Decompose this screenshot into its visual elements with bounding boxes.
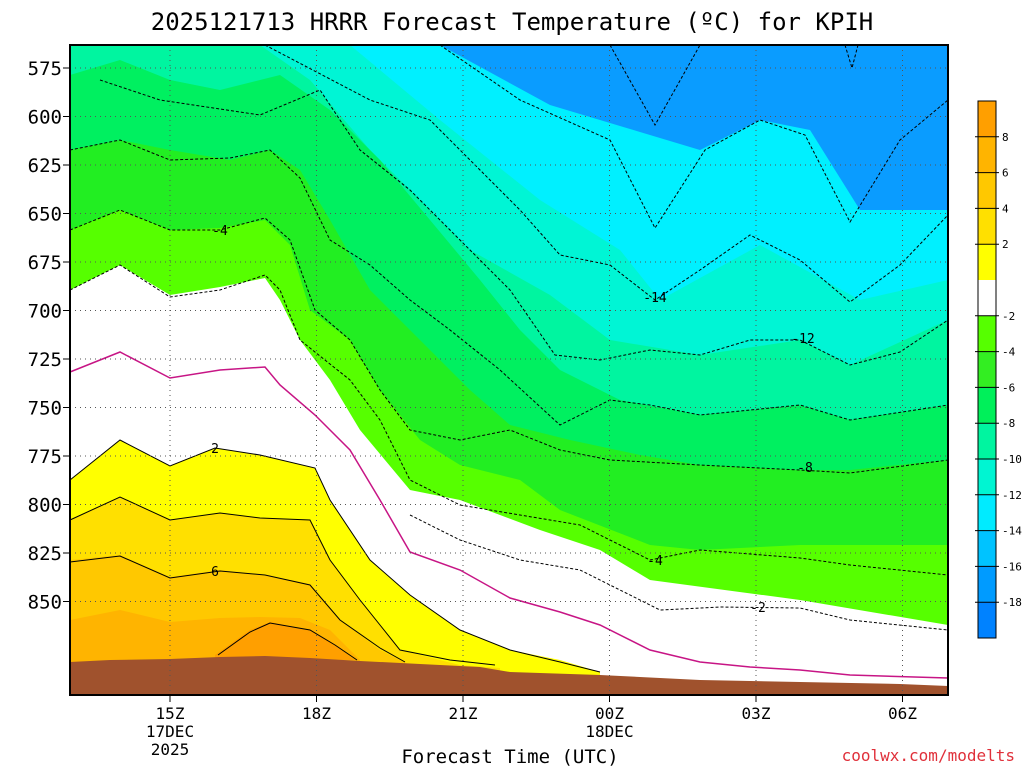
colorbar-swatch <box>978 244 996 280</box>
x-tick-date: 17DEC <box>146 722 194 741</box>
colorbar-swatch <box>978 423 996 459</box>
colorbar-swatch <box>978 101 996 137</box>
x-tick-label: 15Z <box>156 704 185 723</box>
y-axis: 575 600 625 650 675 700 725 750 775 800 825 850 <box>28 58 70 614</box>
x-tick-date: 18DEC <box>585 722 633 741</box>
contour-label: 6 <box>211 565 219 580</box>
colorbar-swatch <box>978 602 996 638</box>
contour-label: -4 <box>647 554 663 569</box>
colorbar-swatch <box>978 352 996 388</box>
y-tick-label: 625 <box>28 155 62 177</box>
colorbar-swatch <box>978 531 996 567</box>
colorbar-label: 8 <box>1002 131 1009 144</box>
x-tick-label: 06Z <box>888 704 917 723</box>
contour-label: -4 <box>212 224 228 239</box>
y-tick-label: 800 <box>28 495 62 517</box>
x-tick-label: 00Z <box>595 704 624 723</box>
colorbar-label: 6 <box>1002 167 1009 180</box>
colorbar-swatch <box>978 387 996 423</box>
y-tick-label: 750 <box>28 398 62 420</box>
colorbar-label: -8 <box>1002 417 1015 430</box>
y-tick-label: 775 <box>28 446 62 468</box>
colorbar-label: -2 <box>1002 310 1015 323</box>
colorbar-swatch <box>978 137 996 173</box>
colorbar-label: -12 <box>1002 489 1022 502</box>
y-tick-label: 700 <box>28 301 62 323</box>
y-tick-label: 725 <box>28 349 62 371</box>
y-tick-label: 600 <box>28 107 62 129</box>
colorbar-label: -14 <box>1002 525 1022 538</box>
y-tick-label: 650 <box>28 204 62 226</box>
x-tick-year: 2025 <box>151 740 190 759</box>
colorbar-label: -18 <box>1002 596 1022 609</box>
colorbar-swatch <box>978 208 996 244</box>
plot-area: -14 -12 -8 -4 -4 -2 2 6 <box>70 45 948 695</box>
x-tick-label: 21Z <box>449 704 478 723</box>
contour-label: -12 <box>791 332 814 347</box>
colorbar-swatch <box>978 316 996 352</box>
colorbar-swatch <box>978 459 996 495</box>
colorbar-swatch <box>978 280 996 316</box>
y-tick-label: 825 <box>28 543 62 565</box>
chart-title: 2025121713 HRRR Forecast Temperature (ºC… <box>151 8 873 36</box>
colorbar-swatch <box>978 173 996 209</box>
colorbar-label: -4 <box>1002 346 1016 359</box>
contour-label: -14 <box>643 291 667 306</box>
y-tick-label: 675 <box>28 252 62 274</box>
contour-label: -8 <box>797 461 813 476</box>
colorbar-swatch <box>978 495 996 531</box>
colorbar-label: -16 <box>1002 560 1022 573</box>
contour-label: 2 <box>211 442 219 457</box>
x-axis-label: Forecast Time (UTC) <box>401 746 618 768</box>
colorbar-swatch <box>978 566 996 602</box>
y-tick-label: 575 <box>28 58 62 80</box>
colorbar-label: -6 <box>1002 381 1015 394</box>
colorbar-label: 4 <box>1002 202 1009 215</box>
contour-label: -2 <box>750 601 766 616</box>
colorbar-label: -10 <box>1002 453 1022 466</box>
colorbar: 8 6 4 2 -2 -4 -6 -8 -10 -12 -14 -16 -18 <box>975 101 1022 639</box>
x-tick-label: 18Z <box>302 704 331 723</box>
x-tick-label: 03Z <box>742 704 771 723</box>
y-tick-label: 850 <box>28 592 62 614</box>
credit-text: coolwx.com/modelts <box>842 746 1015 765</box>
colorbar-label: 2 <box>1002 238 1009 251</box>
